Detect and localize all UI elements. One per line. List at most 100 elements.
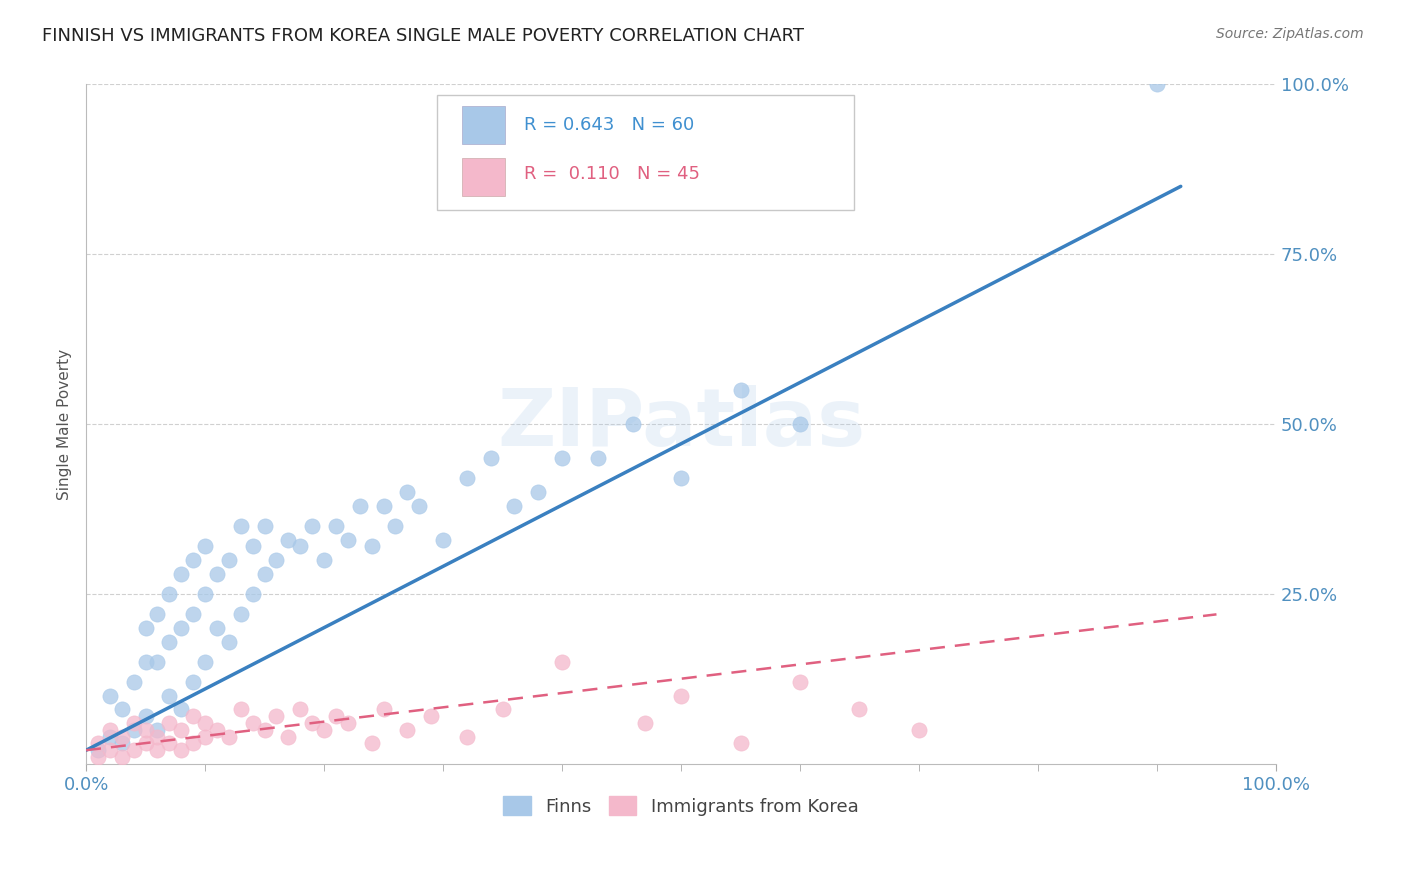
Point	[157, 716, 180, 731]
FancyBboxPatch shape	[463, 158, 505, 196]
Point	[135, 655, 157, 669]
Point	[432, 533, 454, 547]
Point	[181, 709, 204, 723]
Point	[325, 519, 347, 533]
Point	[194, 587, 217, 601]
Point	[360, 540, 382, 554]
Point	[181, 607, 204, 622]
Point	[111, 750, 134, 764]
Point	[848, 702, 870, 716]
Point	[157, 634, 180, 648]
Point	[336, 716, 359, 731]
Text: R = 0.643   N = 60: R = 0.643 N = 60	[524, 116, 695, 134]
Point	[146, 743, 169, 757]
Legend: Finns, Immigrants from Korea: Finns, Immigrants from Korea	[496, 789, 866, 822]
Point	[634, 716, 657, 731]
Point	[242, 540, 264, 554]
Point	[456, 730, 478, 744]
Point	[253, 723, 276, 737]
Point	[789, 675, 811, 690]
Point	[479, 451, 502, 466]
Point	[277, 730, 299, 744]
Point	[586, 451, 609, 466]
Point	[157, 736, 180, 750]
Point	[170, 723, 193, 737]
FancyBboxPatch shape	[437, 95, 853, 211]
Text: FINNISH VS IMMIGRANTS FROM KOREA SINGLE MALE POVERTY CORRELATION CHART: FINNISH VS IMMIGRANTS FROM KOREA SINGLE …	[42, 27, 804, 45]
Point	[266, 709, 288, 723]
Point	[87, 743, 110, 757]
Point	[98, 730, 121, 744]
Point	[312, 723, 335, 737]
Point	[908, 723, 931, 737]
Point	[312, 553, 335, 567]
Text: R =  0.110   N = 45: R = 0.110 N = 45	[524, 165, 700, 183]
Text: ZIPatlas: ZIPatlas	[496, 385, 865, 463]
Point	[170, 621, 193, 635]
Point	[181, 553, 204, 567]
Point	[218, 553, 240, 567]
Point	[290, 540, 312, 554]
Point	[146, 723, 169, 737]
Point	[242, 716, 264, 731]
Point	[122, 716, 145, 731]
Point	[349, 499, 371, 513]
Point	[205, 621, 228, 635]
Point	[527, 485, 550, 500]
Point	[87, 750, 110, 764]
Point	[146, 655, 169, 669]
Point	[181, 675, 204, 690]
Point	[194, 716, 217, 731]
Point	[336, 533, 359, 547]
Point	[325, 709, 347, 723]
Point	[135, 736, 157, 750]
Point	[146, 730, 169, 744]
Point	[789, 417, 811, 431]
Point	[170, 702, 193, 716]
Point	[146, 607, 169, 622]
Y-axis label: Single Male Poverty: Single Male Poverty	[58, 349, 72, 500]
Point	[551, 655, 574, 669]
Point	[253, 566, 276, 581]
Point	[98, 689, 121, 703]
Point	[373, 702, 395, 716]
Point	[194, 730, 217, 744]
Point	[205, 723, 228, 737]
Point	[1146, 78, 1168, 92]
Point	[301, 519, 323, 533]
Point	[170, 566, 193, 581]
Point	[87, 736, 110, 750]
Point	[122, 743, 145, 757]
Point	[551, 451, 574, 466]
Point	[98, 723, 121, 737]
Point	[669, 689, 692, 703]
Point	[205, 566, 228, 581]
Point	[408, 499, 430, 513]
Point	[360, 736, 382, 750]
Point	[730, 736, 752, 750]
Point	[456, 471, 478, 485]
Point	[373, 499, 395, 513]
Point	[253, 519, 276, 533]
Point	[194, 655, 217, 669]
Text: Source: ZipAtlas.com: Source: ZipAtlas.com	[1216, 27, 1364, 41]
Point	[730, 383, 752, 397]
Point	[420, 709, 443, 723]
Point	[122, 675, 145, 690]
Point	[242, 587, 264, 601]
Point	[111, 702, 134, 716]
Point	[277, 533, 299, 547]
Point	[503, 499, 526, 513]
Point	[266, 553, 288, 567]
Point	[111, 730, 134, 744]
Point	[384, 519, 406, 533]
Point	[229, 702, 252, 716]
Point	[396, 485, 419, 500]
Point	[135, 723, 157, 737]
Point	[491, 702, 513, 716]
Point	[669, 471, 692, 485]
Point	[623, 417, 645, 431]
Point	[135, 621, 157, 635]
Point	[301, 716, 323, 731]
Point	[229, 607, 252, 622]
